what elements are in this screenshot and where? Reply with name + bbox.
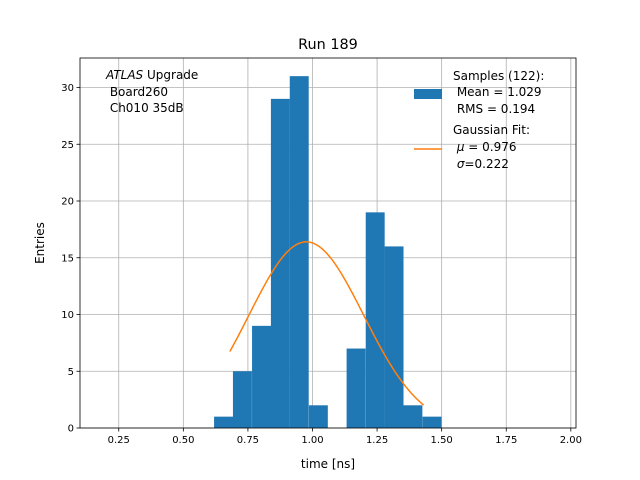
annotation-line-2: Board260 <box>106 85 168 99</box>
y-tick-label: 10 <box>61 310 74 321</box>
y-tick-label: 20 <box>61 197 74 208</box>
legend-fit-mu: μ = 0.976 <box>453 140 517 154</box>
x-tick-label: 1.50 <box>431 435 453 446</box>
histogram-bar <box>289 76 309 428</box>
x-tick-label: 0.50 <box>172 435 194 446</box>
legend-mu-value: = 0.976 <box>464 140 516 154</box>
legend-fit-title: Gaussian Fit: <box>453 123 530 137</box>
x-tick-label: 1.75 <box>495 435 517 446</box>
histogram-bar <box>403 405 423 428</box>
histogram-bars <box>214 76 442 429</box>
x-tick-label: 0.75 <box>237 435 259 446</box>
chart-title: Run 189 <box>298 37 358 53</box>
legend-sigma-symbol: σ <box>457 157 465 171</box>
legend-samples-rms: RMS = 0.194 <box>453 102 535 116</box>
gaussian-fit-curve <box>229 241 425 406</box>
x-tick-label: 1.00 <box>301 435 323 446</box>
x-tick-label: 1.25 <box>366 435 388 446</box>
y-axis-label: Entries <box>33 222 47 264</box>
annotation-line-1: ATLAS Upgrade <box>105 68 198 82</box>
x-tick-label: 2.00 <box>560 435 582 446</box>
legend-mu-symbol: μ <box>456 140 465 154</box>
x-axis-label: time [ns] <box>301 457 355 471</box>
legend: Samples (122): Mean = 1.029 RMS = 0.194 … <box>414 69 544 171</box>
histogram-bar <box>232 371 252 428</box>
plot-frame <box>79 57 577 429</box>
y-tick-label: 15 <box>61 253 74 264</box>
histogram-bar <box>270 98 290 429</box>
x-axis-ticks: 0.25 0.50 0.75 1.00 1.25 1.50 1.75 2.00 <box>108 428 582 446</box>
gaussian-fit <box>229 241 425 406</box>
histogram-bar <box>252 325 271 428</box>
legend-sigma-value: =0.222 <box>464 157 508 171</box>
y-tick-label: 30 <box>61 83 74 94</box>
histogram-bar <box>308 405 328 428</box>
y-tick-label: 5 <box>68 367 74 378</box>
annotation-line-3: Ch010 35dB <box>106 101 184 115</box>
y-axis-ticks: 0 5 10 15 20 25 30 <box>61 83 80 435</box>
legend-samples-swatch <box>414 89 442 99</box>
histogram-bar <box>422 416 442 428</box>
legend-samples-mean: Mean = 1.029 <box>453 85 542 99</box>
legend-samples-title: Samples (122): <box>453 69 544 83</box>
histogram-bar <box>384 246 404 428</box>
annotation-atlas: ATLAS <box>105 68 144 82</box>
histogram-bar <box>346 348 366 428</box>
histogram-bar <box>214 416 234 428</box>
annotation-upgrade: Upgrade <box>143 68 198 82</box>
histogram-bar <box>365 212 385 428</box>
annotation-text: ATLAS Upgrade Board260 Ch010 35dB <box>105 68 198 115</box>
y-tick-label: 25 <box>61 140 74 151</box>
x-tick-label: 0.25 <box>108 435 130 446</box>
y-tick-label: 0 <box>68 424 74 435</box>
legend-fit-sigma: σ=0.222 <box>453 157 509 171</box>
